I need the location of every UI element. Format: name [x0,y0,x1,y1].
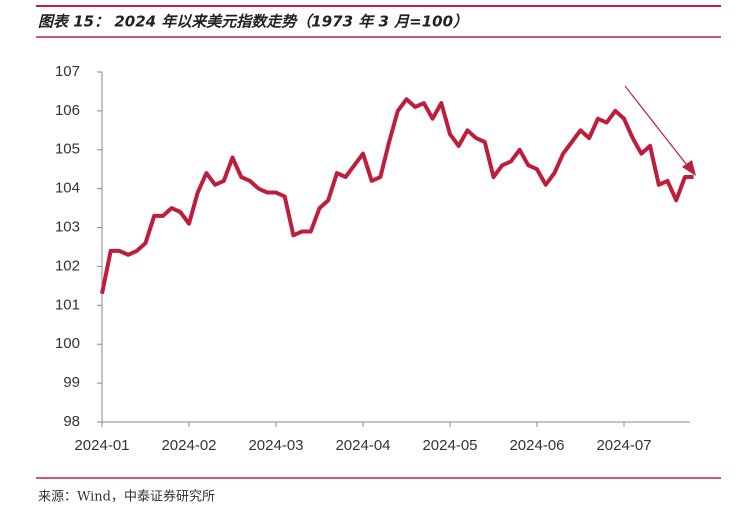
y-tick-label: 103 [55,219,80,236]
x-tick-label: 2024-05 [422,437,477,454]
y-tick-label: 101 [55,296,80,313]
y-tick-label: 100 [55,335,80,352]
y-tick-label: 104 [55,180,80,197]
x-tick-label: 2024-06 [509,437,564,454]
x-tick-label: 2024-07 [596,437,651,454]
y-tick-label: 98 [63,413,80,430]
y-tick-label: 107 [55,63,80,80]
y-tick-label: 105 [55,141,80,158]
y-tick-label: 102 [55,257,80,274]
x-tick-label: 2024-04 [335,437,390,454]
source-note: 来源：Wind，中泰证券研究所 [38,489,215,505]
x-tick-label: 2024-02 [161,437,216,454]
x-tick-label: 2024-01 [74,437,129,454]
x-tick-label: 2024-03 [248,437,303,454]
trend-arrow [624,85,691,170]
y-tick-label: 106 [55,102,80,119]
series-line [100,97,694,295]
trend-arrow-head [682,160,696,176]
y-tick-label: 99 [63,374,80,391]
chart-title: 图表 15： 2024 年以来美元指数走势（1973 年 3 月=100） [38,13,468,31]
